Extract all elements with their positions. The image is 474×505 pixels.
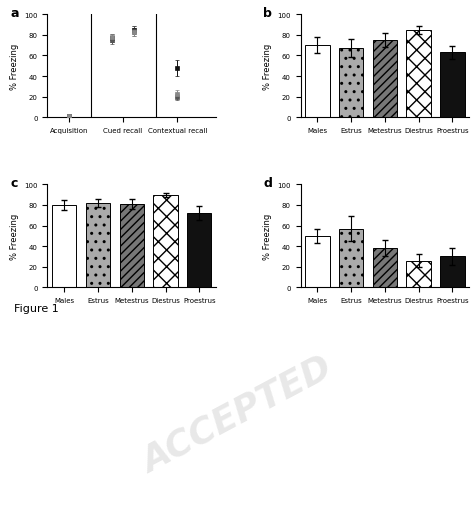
Bar [305,46,329,118]
Bar [86,204,110,288]
Bar [305,236,329,288]
Bar [407,261,431,288]
Bar [440,53,465,118]
Y-axis label: % Freezing: % Freezing [9,213,18,260]
Bar [339,229,363,288]
Y-axis label: % Freezing: % Freezing [9,43,18,90]
Bar [407,31,431,118]
Y-axis label: % Freezing: % Freezing [263,43,272,90]
Text: d: d [264,177,272,190]
Bar [119,205,144,288]
Bar [339,49,363,118]
Bar [440,257,465,288]
Y-axis label: % Freezing: % Freezing [263,213,272,260]
Text: Figure 1: Figure 1 [14,303,59,313]
Bar [373,249,397,288]
Text: b: b [264,7,272,20]
Bar [187,214,211,288]
Text: c: c [10,177,18,190]
Text: ACCEPTED: ACCEPTED [136,350,338,478]
Bar [154,195,178,288]
Bar [373,41,397,118]
Text: a: a [10,7,19,20]
Bar [52,206,76,288]
